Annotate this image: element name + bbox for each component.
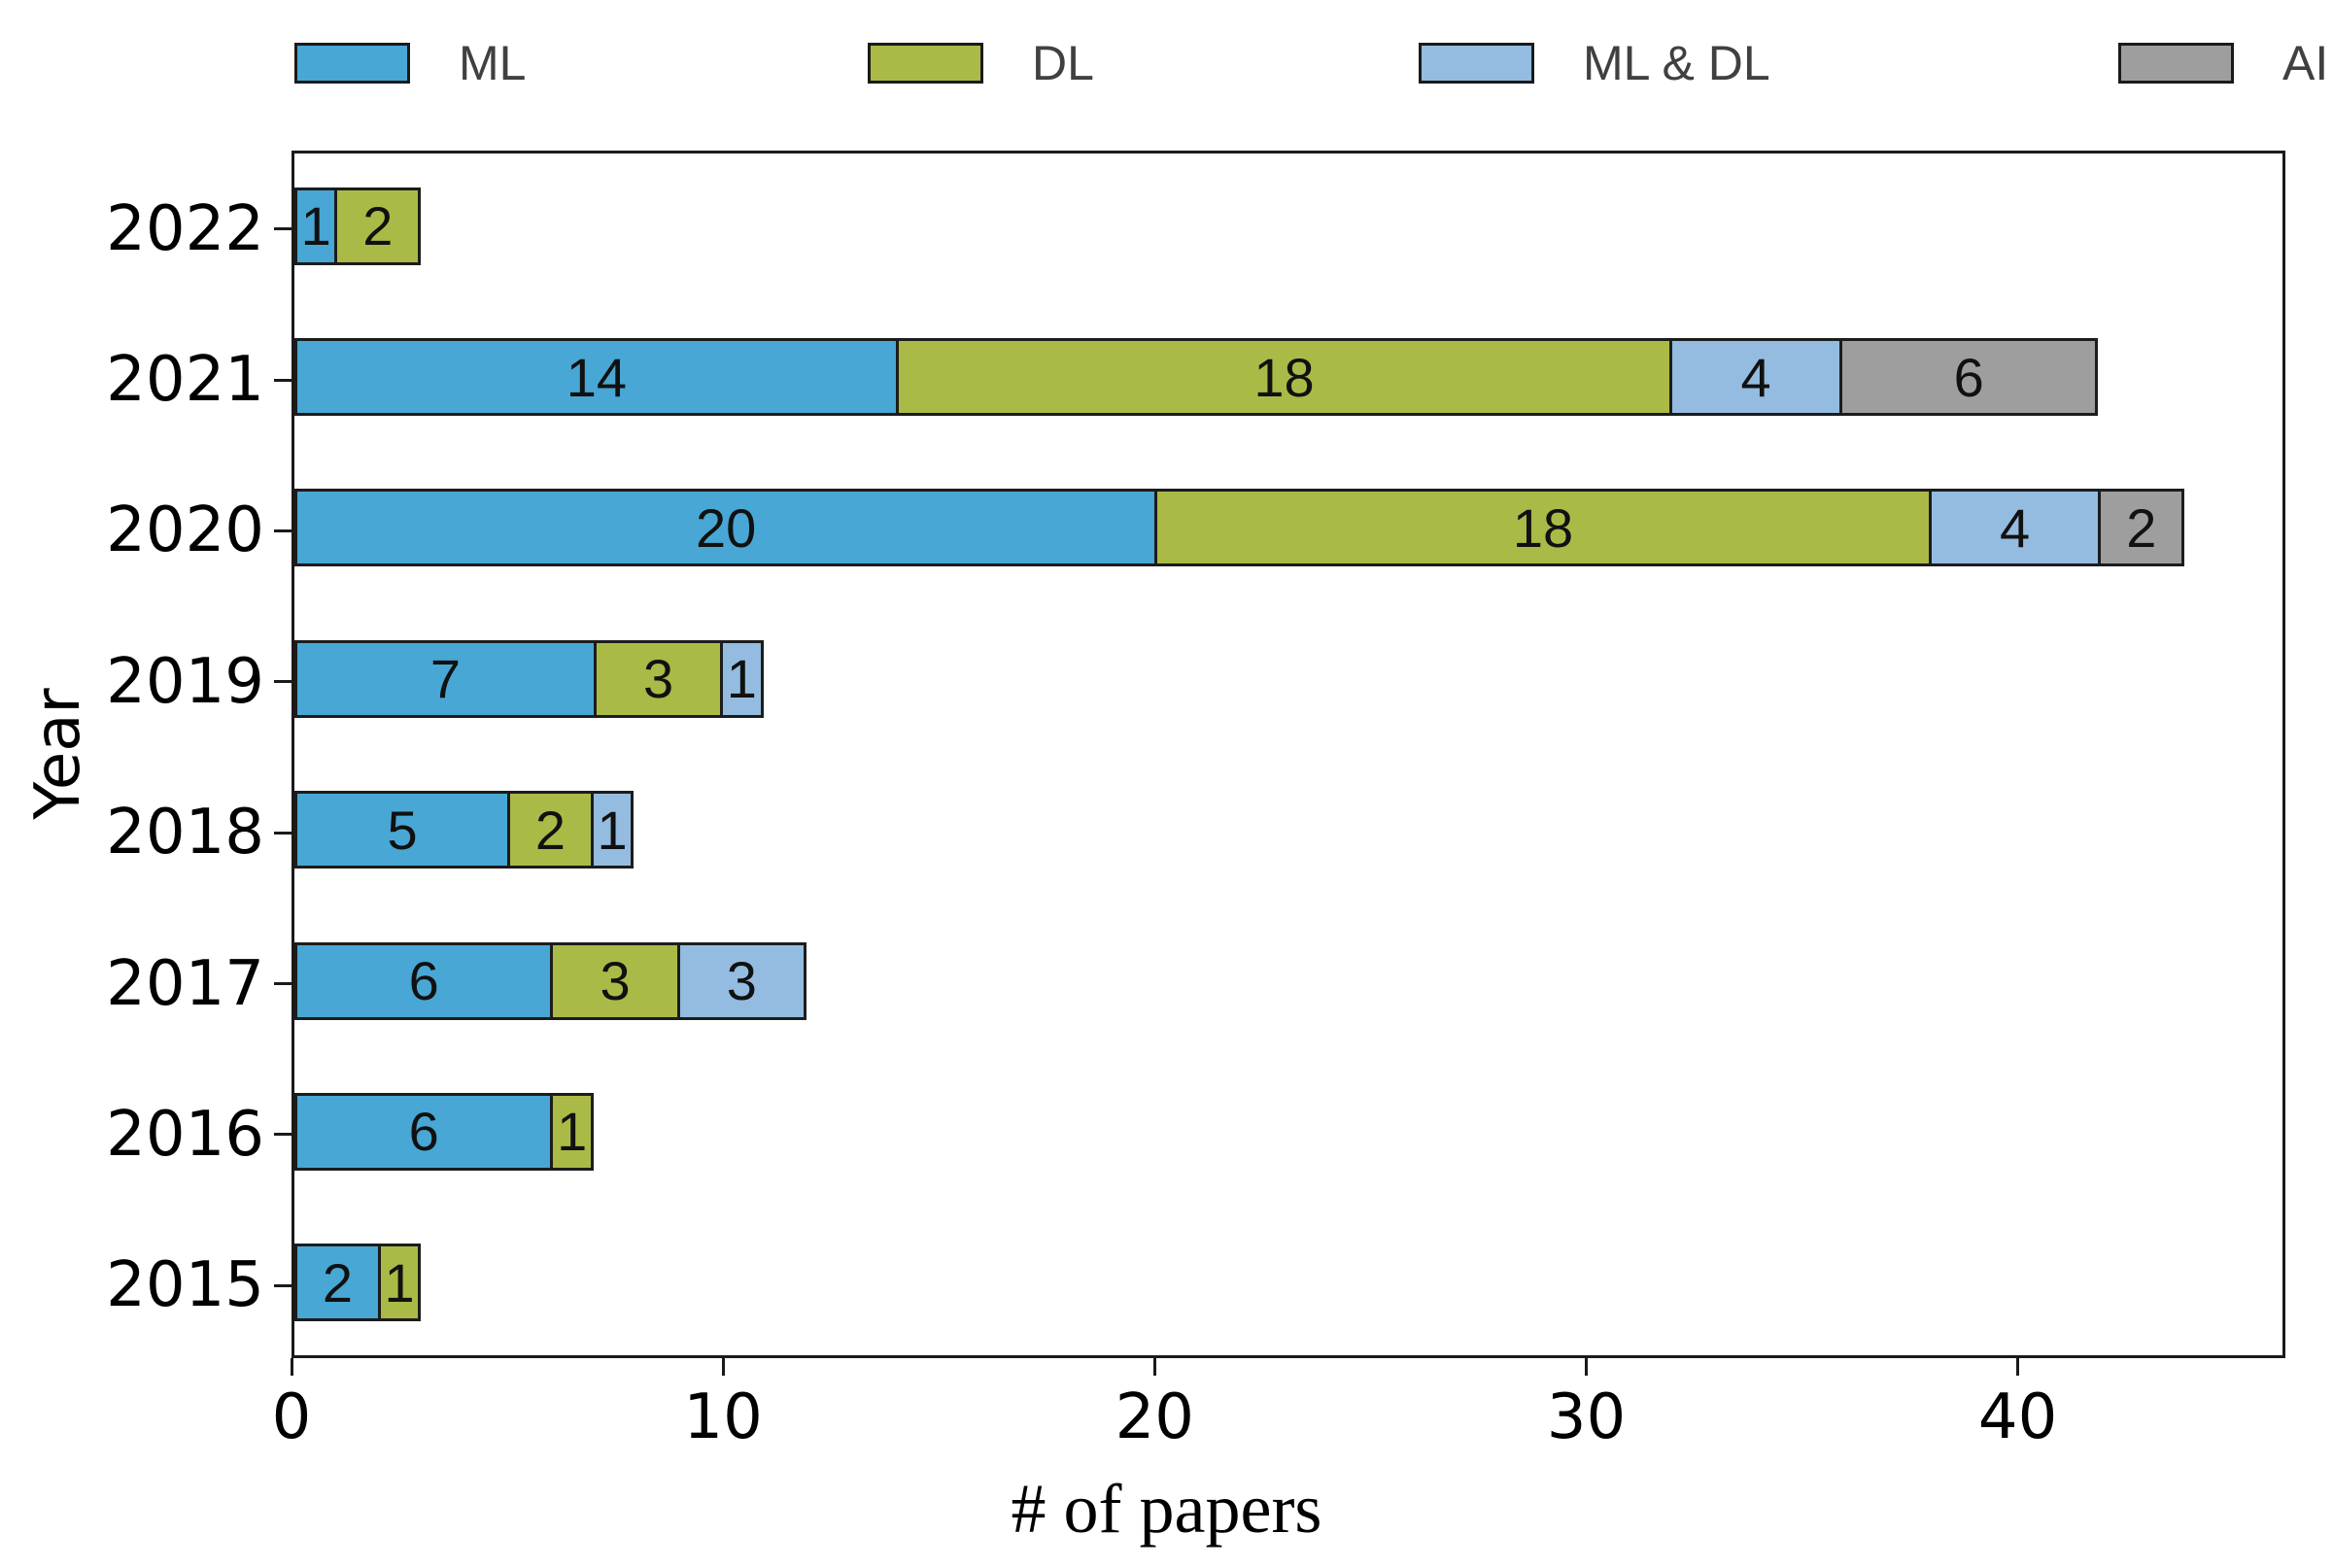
bar-value-label: 2 xyxy=(322,1251,353,1313)
bar-value-label: 3 xyxy=(600,950,631,1012)
y-tick-mark xyxy=(274,831,292,835)
legend-swatch-dl xyxy=(868,43,983,84)
legend-label: DL xyxy=(1032,36,1094,90)
y-tick-mark xyxy=(274,982,292,986)
legend-label: ML xyxy=(459,36,527,90)
bar-segment-ml-2022: 1 xyxy=(294,187,338,265)
legend-label: AI xyxy=(2282,36,2329,90)
bar-segment-ml-2017: 6 xyxy=(294,941,554,1020)
bar-segment-ml-2021: 14 xyxy=(294,338,899,417)
legend-item-ai: AI xyxy=(2118,35,2328,91)
bar-value-label: 4 xyxy=(2000,496,2031,559)
bar-value-label: 14 xyxy=(566,346,628,408)
bar-segment-dl-2020: 18 xyxy=(1154,489,1932,567)
y-tick-label-2016: 2016 xyxy=(106,1098,264,1171)
y-tick-mark xyxy=(274,1133,292,1137)
x-tick-mark xyxy=(290,1358,293,1376)
x-tick-mark xyxy=(2016,1358,2020,1376)
legend-swatch-ml xyxy=(294,43,410,84)
bar-segment-dl-2019: 3 xyxy=(593,639,724,718)
y-tick-mark xyxy=(274,528,292,532)
bar-segment-ml-2015: 2 xyxy=(294,1244,381,1322)
legend-item-ml-dl: ML & DL xyxy=(1419,35,1770,91)
bar-segment-dl-2016: 1 xyxy=(550,1092,594,1171)
bar-value-label: 18 xyxy=(1512,496,1574,559)
y-tick-label-2021: 2021 xyxy=(106,344,264,417)
y-tick-label-2017: 2017 xyxy=(106,947,264,1020)
legend-item-ml: ML xyxy=(294,35,526,91)
bar-value-label: 2 xyxy=(534,799,566,861)
legend-swatch-ai xyxy=(2118,43,2234,84)
y-tick-mark xyxy=(274,378,292,382)
y-tick-label-2020: 2020 xyxy=(106,494,264,567)
bar-segment-dl-2018: 2 xyxy=(507,791,594,869)
legend: ML DL ML & DL AI xyxy=(0,0,2333,126)
y-tick-mark xyxy=(274,227,292,231)
bar-value-label: 18 xyxy=(1253,346,1315,408)
x-tick-label-0: 0 xyxy=(271,1381,312,1453)
legend-swatch-ml-dl xyxy=(1419,43,1534,84)
bar-segment-ml-dl-2018: 1 xyxy=(590,791,635,869)
bar-value-label: 2 xyxy=(2126,496,2157,559)
y-tick-mark xyxy=(274,680,292,684)
bar-segment-ml-2019: 7 xyxy=(294,639,597,718)
bar-segment-ai-2021: 6 xyxy=(1838,338,2099,417)
x-tick-label-10: 10 xyxy=(683,1381,763,1453)
x-tick-label-30: 30 xyxy=(1546,1381,1627,1453)
x-tick-mark xyxy=(721,1358,725,1376)
bar-value-label: 6 xyxy=(408,950,439,1012)
bar-segment-ml-2016: 6 xyxy=(294,1092,554,1171)
bar-value-label: 1 xyxy=(300,195,331,257)
bar-value-label: 1 xyxy=(557,1101,588,1163)
bar-segment-ml-2018: 5 xyxy=(294,791,511,869)
bar-segment-ml-dl-2019: 1 xyxy=(720,639,764,718)
x-axis-title: # of papers xyxy=(1011,1470,1322,1548)
bar-segment-ml-dl-2017: 3 xyxy=(676,941,806,1020)
bar-value-label: 4 xyxy=(1740,346,1771,408)
x-tick-label-20: 20 xyxy=(1115,1381,1195,1453)
bar-segment-dl-2015: 1 xyxy=(377,1244,422,1322)
bar-segment-ai-2020: 2 xyxy=(2098,489,2185,567)
bar-value-label: 3 xyxy=(642,648,674,710)
bar-value-label: 2 xyxy=(362,195,394,257)
bar-value-label: 1 xyxy=(726,648,757,710)
legend-item-dl: DL xyxy=(868,35,1094,91)
x-tick-label-40: 40 xyxy=(1977,1381,2058,1453)
legend-label: ML & DL xyxy=(1583,36,1770,90)
y-tick-label-2018: 2018 xyxy=(106,797,264,869)
bar-value-label: 1 xyxy=(597,799,628,861)
y-tick-label-2015: 2015 xyxy=(106,1249,264,1322)
bar-segment-ml-2020: 20 xyxy=(294,489,1158,567)
x-tick-mark xyxy=(1584,1358,1588,1376)
bar-value-label: 5 xyxy=(387,799,418,861)
bar-segment-ml-dl-2020: 4 xyxy=(1928,489,2102,567)
plot-area: 1 2 14 18 4 6 20 18 4 2 7 3 1 5 2 1 6 3 3 6 1 2 1 xyxy=(292,151,2285,1358)
bar-segment-ml-dl-2021: 4 xyxy=(1669,338,1842,417)
bar-value-label: 7 xyxy=(429,648,462,710)
bar-segment-dl-2017: 3 xyxy=(550,941,680,1020)
bar-segment-dl-2022: 2 xyxy=(334,187,422,265)
bar-value-label: 3 xyxy=(726,950,757,1012)
bar-value-label: 20 xyxy=(696,496,757,559)
bar-value-label: 6 xyxy=(1953,346,1984,408)
y-tick-label-2019: 2019 xyxy=(106,645,264,718)
bar-segment-dl-2021: 18 xyxy=(895,338,1673,417)
bar-value-label: 1 xyxy=(384,1251,415,1313)
x-tick-mark xyxy=(1152,1358,1156,1376)
y-tick-label-2022: 2022 xyxy=(106,192,264,265)
y-tick-mark xyxy=(274,1283,292,1287)
bar-value-label: 6 xyxy=(408,1101,439,1163)
